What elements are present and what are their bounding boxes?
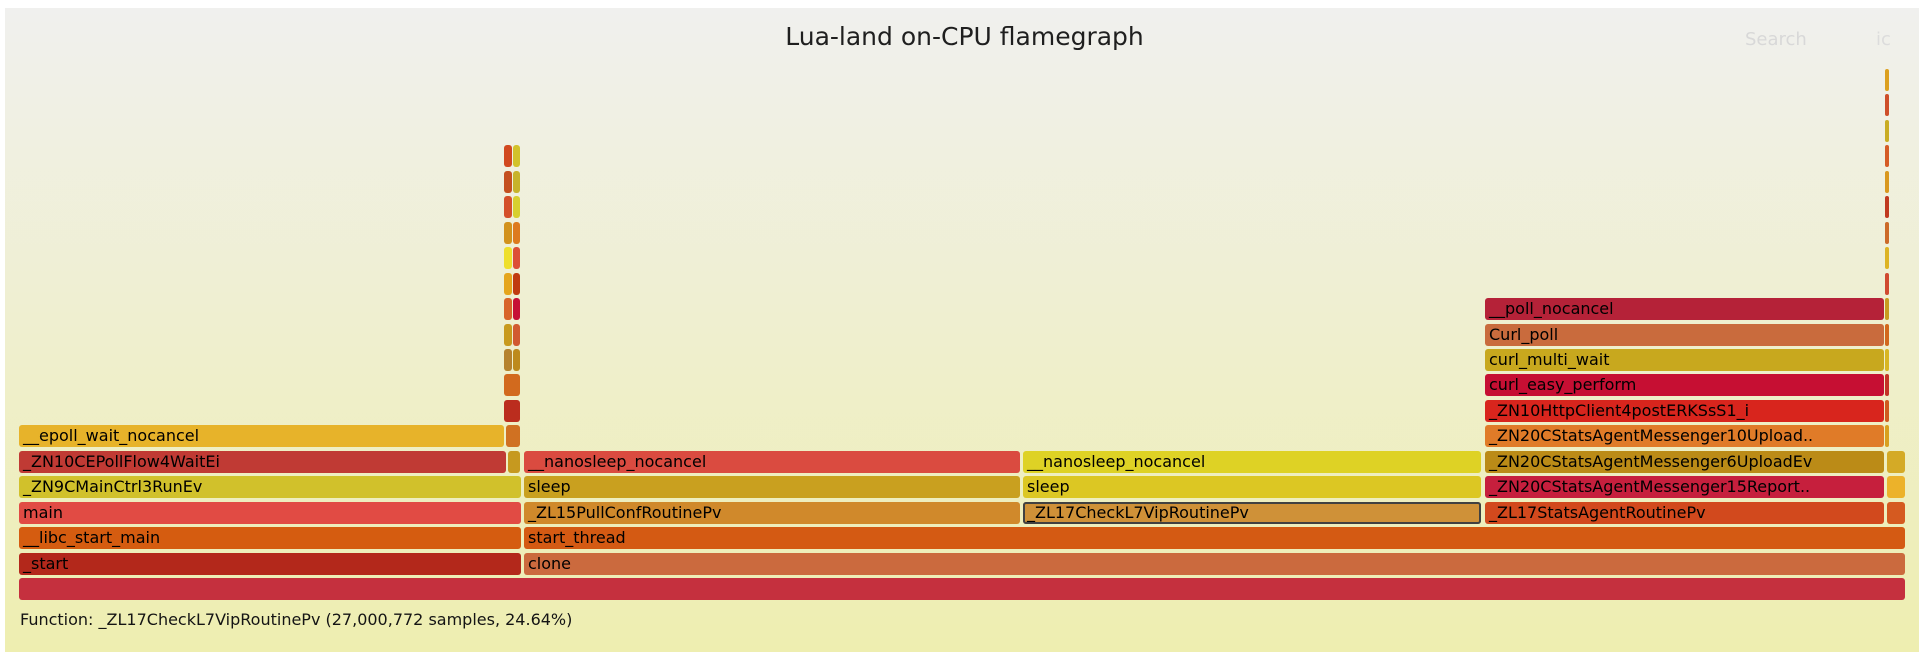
frame[interactable] [1885, 272, 1889, 295]
frame--zn20cstatsagentmessenger15report-[interactable]: _ZN20CStatsAgentMessenger15Report.. [1485, 476, 1884, 499]
frame[interactable] [504, 374, 520, 397]
frame[interactable] [513, 221, 520, 244]
frame-curl-easy-perform[interactable]: curl_easy_perform [1485, 374, 1884, 397]
frame[interactable] [1885, 221, 1889, 244]
frame[interactable] [504, 272, 512, 295]
frame--poll-nocancel[interactable]: __poll_nocancel [1485, 298, 1884, 321]
frame-curl-poll[interactable]: Curl_poll [1485, 323, 1884, 346]
frame[interactable] [1885, 247, 1889, 270]
frame--nanosleep-nocancel[interactable]: __nanosleep_nocancel [524, 450, 1020, 473]
frame-start-thread[interactable]: start_thread [524, 527, 1905, 550]
frame-sleep[interactable]: sleep [1023, 476, 1481, 499]
frame[interactable] [513, 196, 520, 219]
frame[interactable] [1885, 94, 1889, 117]
frame[interactable] [1887, 450, 1905, 473]
frame[interactable] [513, 272, 520, 295]
frame[interactable] [506, 425, 520, 448]
frame[interactable] [1885, 145, 1889, 168]
frame--zn10cepollflow4waitei[interactable]: _ZN10CEPollFlow4WaitEi [19, 450, 506, 473]
page-title: Lua-land on-CPU flamegraph [785, 22, 1144, 51]
frame[interactable] [1885, 170, 1889, 193]
frame[interactable] [504, 247, 512, 270]
frame[interactable] [504, 323, 512, 346]
search-button[interactable]: Search [1745, 29, 1807, 50]
frame[interactable] [1887, 476, 1905, 499]
frame-sleep[interactable]: sleep [524, 476, 1020, 499]
frame-clone[interactable]: clone [524, 552, 1905, 575]
frame[interactable] [1885, 196, 1889, 219]
frame--zn10httpclient4posterksss1-i[interactable]: _ZN10HttpClient4postERKSsS1_i [1485, 399, 1884, 422]
frame[interactable] [513, 348, 520, 371]
frame-main[interactable]: main [19, 501, 521, 524]
frame[interactable] [1885, 69, 1889, 91]
frame[interactable] [1885, 119, 1889, 142]
frame[interactable] [513, 145, 520, 168]
frame--epoll-wait-nocancel[interactable]: __epoll_wait_nocancel [19, 425, 504, 448]
frame[interactable] [1885, 374, 1889, 397]
frame[interactable] [1885, 323, 1889, 346]
frame[interactable] [513, 247, 520, 270]
frame[interactable] [504, 399, 520, 422]
frame[interactable] [504, 170, 512, 193]
frame--zn9cmainctrl3runev[interactable]: _ZN9CMainCtrl3RunEv [19, 476, 521, 499]
frame[interactable] [1885, 425, 1889, 448]
frame--zl17statsagentroutinepv[interactable]: _ZL17StatsAgentRoutinePv [1485, 501, 1884, 524]
frame--zl17checkl7viproutinepv[interactable]: _ZL17CheckL7VipRoutinePv [1023, 501, 1481, 524]
frame-curl-multi-wait[interactable]: curl_multi_wait [1485, 348, 1884, 371]
frame--libc-start-main[interactable]: __libc_start_main [19, 527, 521, 550]
frame[interactable] [504, 221, 512, 244]
status-function-details: Function: _ZL17CheckL7VipRoutinePv (27,0… [20, 610, 573, 629]
frame[interactable] [1885, 298, 1889, 321]
frame[interactable] [508, 450, 520, 473]
frame[interactable] [1885, 399, 1889, 422]
frame[interactable] [513, 323, 520, 346]
frame--zn20cstatsagentmessenger10upload-[interactable]: _ZN20CStatsAgentMessenger10Upload.. [1485, 425, 1884, 448]
frame[interactable] [1885, 348, 1889, 371]
frame[interactable] [504, 145, 512, 168]
frame[interactable] [19, 578, 1905, 600]
frame[interactable] [513, 170, 520, 193]
frame--nanosleep-nocancel[interactable]: __nanosleep_nocancel [1023, 450, 1481, 473]
frame[interactable] [504, 196, 512, 219]
frame--start[interactable]: _start [19, 552, 521, 575]
frame--zl15pullconfroutinepv[interactable]: _ZL15PullConfRoutinePv [524, 501, 1020, 524]
frame--zn20cstatsagentmessenger6uploadev[interactable]: _ZN20CStatsAgentMessenger6UploadEv [1485, 450, 1884, 473]
frame[interactable] [504, 348, 512, 371]
frame[interactable] [1887, 501, 1905, 524]
frame[interactable] [504, 298, 512, 321]
clipped-text: ic [1876, 29, 1891, 50]
frame[interactable] [513, 298, 520, 321]
